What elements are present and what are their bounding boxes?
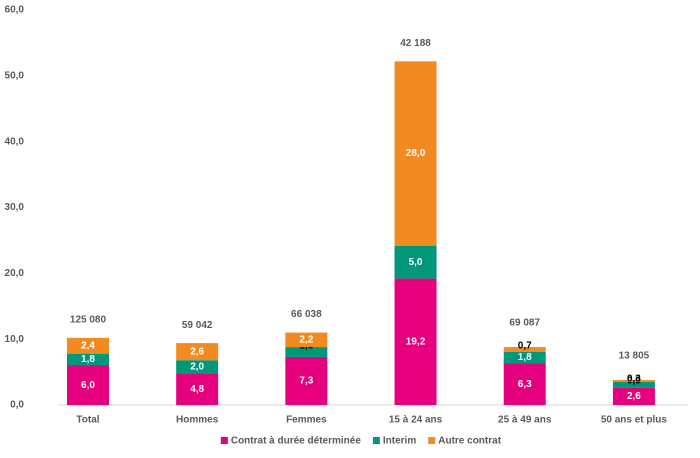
legend-label: Contrat à durée déterminée [231,436,361,447]
legend-swatch [372,437,380,444]
bar-segment [285,356,328,405]
value-label: 19,2 [406,336,426,347]
bar-segment [503,363,546,405]
bar-segment [394,245,437,279]
bar-segment [394,61,437,246]
bar-segment [394,278,437,405]
y-tick-label: 30,0 [5,202,25,213]
y-tick-label: 20,0 [5,268,25,279]
total-label: 125 080 [70,314,107,325]
value-label: 1,8 [81,354,95,365]
bar-segment [285,332,328,348]
value-label: 4,8 [190,384,204,395]
total-label: 42 188 [400,38,431,49]
value-label: 2,2 [299,334,313,345]
value-label: 5,0 [409,257,423,268]
value-label: 2,6 [190,346,204,357]
x-tick-label: 25 à 49 ans [498,415,552,426]
x-tick-label: Hommes [176,415,219,426]
total-label: 59 042 [182,320,213,331]
value-label: 6,0 [81,380,95,391]
x-tick-label: Total [76,415,99,426]
x-tick-label: 15 à 24 ans [389,415,443,426]
legend-swatch [220,437,228,444]
bar-segment [612,379,655,382]
x-tick-label: 50 ans et plus [601,415,668,426]
bar-segment [66,365,109,405]
value-label: 2,0 [190,361,204,372]
total-label: 13 805 [619,351,650,362]
bar-segment [612,381,655,388]
bar-segment [503,351,546,364]
y-tick-label: 60,0 [5,5,25,16]
value-label: 2,6 [627,391,641,402]
bar-segment [66,337,109,354]
value-label: 0,7 [518,341,532,352]
value-label: 28,0 [406,148,426,159]
y-tick-label: 10,0 [5,334,25,345]
legend-swatch [428,437,436,444]
legend-label: Interim [383,436,416,447]
bar-segment [176,360,219,374]
total-label: 69 087 [509,318,540,329]
bar-segment [66,353,109,366]
value-label: 0,3 [627,374,641,385]
y-tick-label: 0,0 [10,400,24,411]
bar-segment [503,347,546,352]
y-tick-label: 40,0 [5,136,25,147]
value-label: 6,3 [518,379,532,390]
y-tick-label: 50,0 [5,70,25,81]
x-tick-label: Femmes [286,415,327,426]
bar-segment [176,373,219,405]
legend-label: Autre contrat [438,436,501,447]
value-label: 7,3 [299,376,313,387]
bar-segment [285,347,328,357]
total-label: 66 038 [291,309,322,320]
value-label: 1,8 [518,352,532,363]
value-label: 2,4 [81,340,95,351]
bar-segment [612,387,655,405]
bar-segment [176,343,219,361]
